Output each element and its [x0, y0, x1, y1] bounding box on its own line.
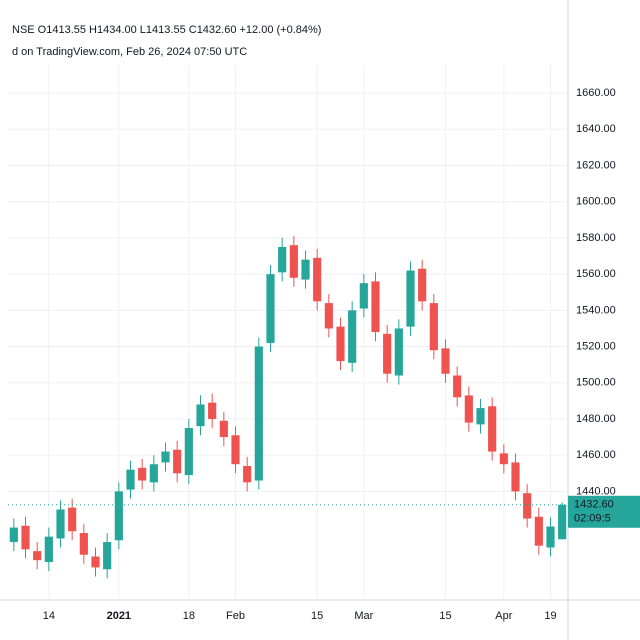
candle-body: [56, 509, 65, 539]
candle-body: [114, 491, 123, 541]
candle-body: [91, 556, 100, 568]
y-tick-label: 1540.00: [576, 304, 616, 316]
candle-body: [173, 449, 182, 474]
candle-body: [301, 259, 310, 280]
x-tick-label: 15: [439, 610, 451, 622]
candle-body: [243, 466, 252, 483]
y-tick-label: 1440.00: [576, 485, 616, 497]
published-text: d on TradingView.com, Feb 26, 2024 07:50…: [12, 46, 247, 58]
candle-body: [336, 326, 345, 362]
x-tick-label: 15: [311, 610, 323, 622]
candle-body: [464, 395, 473, 423]
y-tick-label: 1640.00: [576, 123, 616, 135]
candle-body: [161, 451, 170, 463]
candle-body: [418, 268, 427, 302]
candle-body: [453, 375, 462, 398]
candle-body: [219, 420, 228, 438]
candle-body: [266, 274, 275, 343]
x-tick-label: Mar: [354, 610, 373, 622]
candle-body: [383, 333, 392, 374]
candle-body: [79, 533, 88, 555]
y-tick-label: 1660.00: [576, 87, 616, 99]
y-tick-label: 1580.00: [576, 232, 616, 244]
candle-body: [359, 283, 368, 309]
candle-body: [488, 406, 497, 452]
y-tick-label: 1560.00: [576, 268, 616, 280]
countdown: 02:09:5: [574, 513, 611, 525]
candle-body: [278, 246, 287, 273]
candle-body: [231, 435, 240, 465]
candle-body: [184, 428, 193, 476]
candle-body: [138, 467, 147, 481]
candle-body: [254, 346, 263, 481]
candle-body: [476, 408, 485, 425]
candle-body: [208, 402, 217, 419]
x-tick-label: Apr: [495, 610, 512, 622]
candle-body: [103, 542, 112, 570]
candle-body: [9, 527, 18, 543]
x-tick-label: Feb: [226, 610, 245, 622]
candle-body: [44, 536, 53, 562]
candle-body: [348, 310, 357, 363]
candle-body: [33, 551, 42, 561]
y-tick-label: 1480.00: [576, 413, 616, 425]
candle-body: [313, 257, 322, 302]
y-tick-label: 1460.00: [576, 449, 616, 461]
y-tick-label: 1500.00: [576, 377, 616, 389]
candle-body: [499, 453, 508, 465]
y-tick-label: 1620.00: [576, 159, 616, 171]
candle-body: [394, 328, 403, 376]
x-tick-label: 19: [544, 610, 556, 622]
candle-body: [289, 245, 298, 278]
candle-body: [511, 462, 520, 492]
candle-body: [406, 270, 415, 327]
last-price-label: 1432.60: [574, 499, 614, 511]
x-tick-label: 2021: [107, 610, 131, 622]
y-tick-label: 1520.00: [576, 340, 616, 352]
x-tick-label: 14: [43, 610, 55, 622]
legend-text: NSE O1413.55 H1434.00 L1413.55 C1432.60 …: [12, 24, 321, 36]
last-price-tag: [568, 495, 640, 528]
candle-body: [149, 464, 158, 483]
candle-body: [126, 469, 135, 490]
candle-body: [441, 348, 450, 374]
candle-body: [196, 404, 205, 427]
y-tick-label: 1600.00: [576, 196, 616, 208]
candle-body: [558, 504, 567, 540]
candle-body: [429, 303, 438, 351]
candle-body: [523, 493, 532, 519]
candle-body: [371, 281, 380, 333]
candle-body: [21, 525, 30, 550]
x-tick-label: 18: [183, 610, 195, 622]
candle-body: [68, 507, 77, 532]
candle-body: [324, 303, 333, 329]
candle-body: [534, 516, 543, 546]
candle-body: [546, 526, 555, 548]
